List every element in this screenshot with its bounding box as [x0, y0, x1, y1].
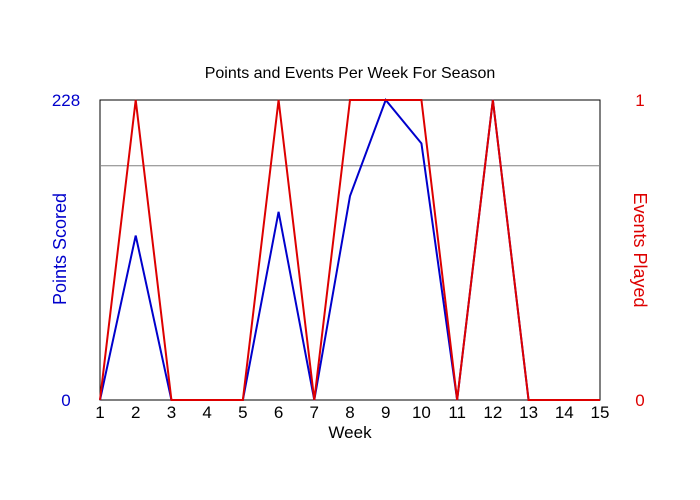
right-axis-label: Events Played: [630, 192, 650, 307]
x-tick-label-3: 3: [167, 403, 176, 422]
x-tick-label-6: 6: [274, 403, 283, 422]
x-tick-label-10: 10: [412, 403, 431, 422]
x-tick-label-15: 15: [591, 403, 610, 422]
x-tick-label-1: 1: [95, 403, 104, 422]
series-line-1: [99, 98, 600, 401]
plot-frame: [99, 99, 601, 401]
x-tick-label-4: 4: [202, 403, 211, 422]
x-tick-label-13: 13: [519, 403, 538, 422]
right-tick-label-2: 1: [635, 91, 644, 110]
x-tick-label-14: 14: [555, 403, 574, 422]
x-tick-label-2: 2: [131, 403, 140, 422]
x-tick-label-12: 12: [483, 403, 502, 422]
right-tick-label-1: 0: [635, 391, 644, 410]
x-tick-label-5: 5: [238, 403, 247, 422]
x-tick-label-8: 8: [345, 403, 354, 422]
left-tick-label-1: 0: [61, 391, 70, 410]
x-tick-label-11: 11: [448, 403, 466, 422]
x-axis-label: Week: [328, 423, 372, 442]
x-tick-label-9: 9: [381, 403, 390, 422]
series-line-2: [99, 99, 600, 401]
left-tick-label-2: 228: [52, 91, 80, 110]
left-axis-label: Points Scored: [50, 193, 70, 305]
x-tick-label-7: 7: [310, 403, 319, 422]
chart-title: Points and Events Per Week For Season: [205, 65, 496, 82]
